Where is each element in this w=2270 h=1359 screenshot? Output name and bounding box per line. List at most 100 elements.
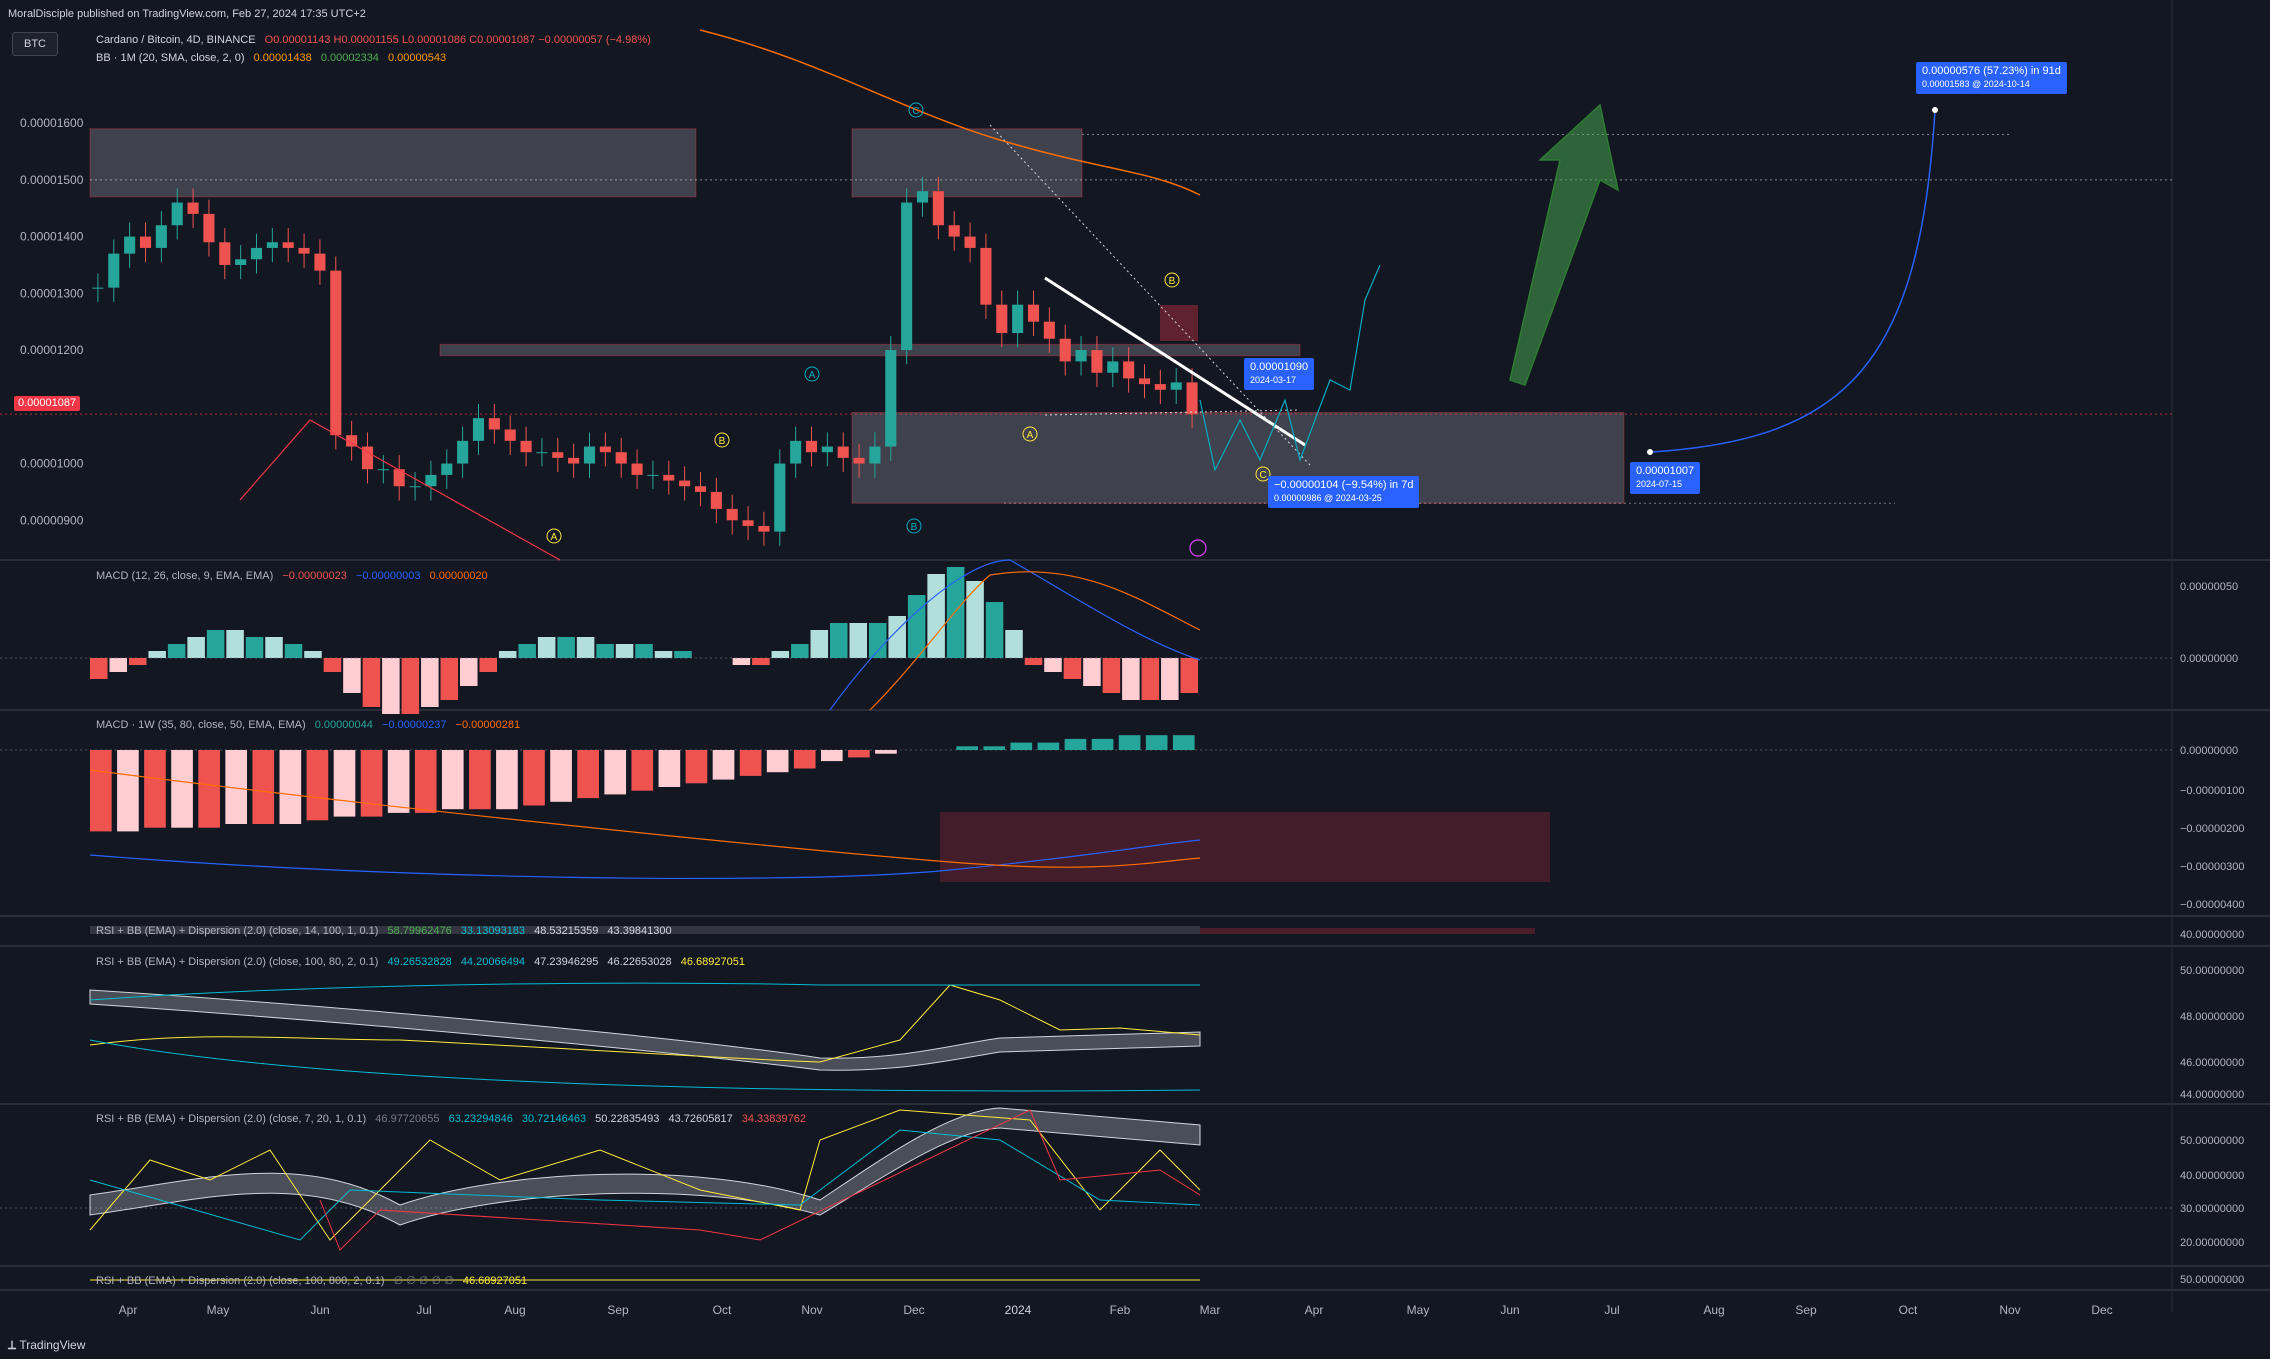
rsi3-tick: 40.00000000 (2180, 1170, 2244, 1182)
macd2-tick: −0.00000100 (2180, 785, 2245, 797)
macd2-bar (631, 750, 654, 791)
candle-body (568, 457, 580, 464)
tradingview-logo[interactable]: ⟂ TradingView (8, 1338, 85, 1353)
macd2-bar (333, 750, 356, 817)
target-curve-end (1932, 107, 1938, 113)
macd2-legend: MACD · 1W (35, 80, close, 50, EMA, EMA) … (96, 719, 520, 731)
macd2-tick: −0.00000400 (2180, 899, 2245, 911)
macd1-bar (323, 658, 342, 672)
macd1-bar (226, 630, 244, 658)
macd1-bar (771, 651, 790, 658)
macd1-bar (401, 658, 420, 714)
macd1-bar (635, 644, 653, 658)
macd1-bar (674, 651, 692, 658)
candle-body (631, 463, 643, 475)
time-tick: May (1407, 1303, 1430, 1317)
white-trendline (1044, 276, 1306, 447)
macd2-bar (1091, 738, 1114, 750)
macd1-bar (284, 644, 303, 658)
macd2-bar (875, 750, 897, 754)
rsi1-red-zone (1200, 928, 1535, 934)
lightning-icon (1189, 539, 1207, 557)
macd2-bar (1010, 742, 1033, 750)
macd1-signal (869, 571, 1201, 711)
macd1-bar (206, 630, 225, 658)
wave-label-circle (1022, 426, 1038, 442)
macd2-bar (766, 750, 789, 773)
macd1-bar (1141, 658, 1160, 700)
candle-body (805, 440, 818, 453)
time-tick: Apr (119, 1303, 138, 1317)
macd2-bar (712, 750, 735, 780)
candle-body (774, 463, 786, 532)
candle-body (1091, 350, 1103, 373)
candle-body (980, 247, 992, 305)
rsi2-tick: 48.00000000 (2180, 1011, 2244, 1023)
drop-tag[interactable]: −0.00000104 (−9.54%) in 7d 0.00000986 @ … (1268, 476, 1420, 508)
price-tick: 0.00001400 (20, 230, 84, 244)
symbol-button[interactable]: BTC (12, 32, 58, 56)
macd1-bar (1180, 658, 1199, 693)
macd1-bar (518, 644, 536, 658)
zone-support-zone (851, 411, 1625, 504)
candle-body (457, 440, 469, 464)
macd2-bar (90, 750, 112, 832)
candle-body (377, 469, 389, 471)
macd2-label: MACD · 1W (35, 80, close, 50, EMA, EMA) (96, 719, 306, 731)
rsi1-tick: 40.00000000 (2180, 929, 2244, 941)
macd1-tick: 0.00000050 (2180, 581, 2238, 593)
macd1-bar (537, 637, 556, 658)
price-tick: 0.00000900 (20, 513, 84, 527)
target-tag[interactable]: 0.00000576 (57.23%) in 91d 0.00001583 @ … (1916, 62, 2067, 94)
macd1-bar (90, 658, 108, 679)
rsi2-line-teal-upper (89, 982, 1200, 1001)
macd1-bar (479, 658, 497, 672)
macd2-bar (685, 750, 708, 784)
macd1-bar (1024, 658, 1043, 665)
macd1-bar (1044, 658, 1062, 672)
macd2-value-3: −0.00000281 (455, 719, 521, 731)
bb-value-2: 0.00002334 (320, 52, 379, 64)
price-1007-tag[interactable]: 0.00001007 2024-07-15 (1630, 462, 1701, 494)
macd2-bar (739, 750, 762, 776)
macd1-value-2: −0.00000003 (355, 570, 421, 582)
macd2-bar (387, 750, 410, 813)
rsi2-value-5: 46.68927051 (680, 956, 745, 968)
rsi3-tick: 30.00000000 (2180, 1203, 2244, 1215)
rsi2-label: RSI + BB (EMA) + Dispersion (2.0) (close… (96, 956, 379, 968)
candle-body (187, 202, 199, 214)
rsi3-value-2: 63.23294846 (448, 1113, 513, 1125)
published-note: MoralDisciple published on TradingView.c… (8, 8, 366, 20)
candle-body (1170, 382, 1182, 390)
price-1090-tag[interactable]: 0.00001090 2024-03-17 (1244, 358, 1315, 390)
candle-body (155, 225, 167, 248)
rsi2-value-1: 49.26532828 (387, 956, 452, 968)
wave-label-circle (546, 528, 562, 544)
candle-body (869, 446, 881, 464)
macd1-bar (187, 637, 205, 658)
macd2-tick: −0.00000300 (2180, 861, 2245, 873)
macd2-bar (577, 750, 599, 799)
macd2-bar (550, 750, 572, 802)
wave-label-circle (906, 518, 922, 534)
macd1-legend: MACD (12, 26, close, 9, EMA, EMA) −0.000… (96, 570, 488, 582)
macd1-histogram (90, 567, 1199, 714)
tradingview-logo-icon: ⟂ (8, 1338, 20, 1352)
candle-body (790, 440, 802, 464)
time-tick: Sep (1795, 1303, 1817, 1317)
macd2-bar (793, 750, 816, 769)
macd2-bar (604, 750, 627, 795)
macd1-bar (596, 644, 614, 658)
wave-label-B: B (1169, 276, 1176, 287)
zone-resistance-dec (851, 128, 1083, 198)
bb-value-3: 0.00000543 (388, 52, 447, 64)
wave-label-C: C (1259, 470, 1266, 481)
macd1-bar (1102, 658, 1121, 693)
candle-body (1043, 321, 1055, 339)
rsi1-value-3: 48.53215359 (534, 925, 599, 937)
candle-body (266, 242, 278, 248)
macd1-bar (440, 658, 459, 700)
rsi3-value-1: 46.97720655 (375, 1113, 440, 1125)
macd1-bar (245, 637, 264, 658)
